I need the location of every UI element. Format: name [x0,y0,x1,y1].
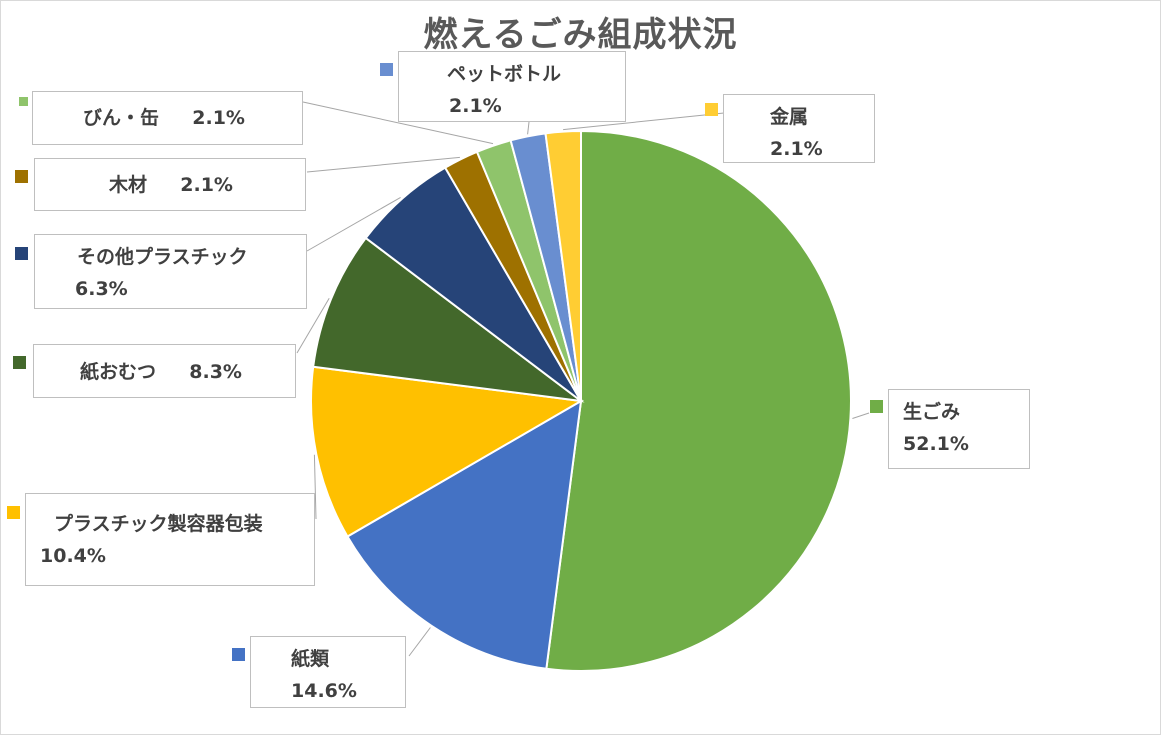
pie-slice [310,365,585,538]
slice-percent: 2.1% [180,174,233,196]
pie-slice [346,399,583,670]
legend-swatch [705,103,718,116]
leader-line [302,101,494,145]
slice-label-kinzoku: 金属 2.1% [723,94,875,163]
slice-name: 紙類 [291,648,330,670]
legend-swatch [232,648,245,661]
chart-title: 燃えるごみ組成状況 [423,15,738,55]
leader-line [527,121,530,135]
slice-percent: 10.4% [40,545,106,567]
slice-percent: 14.6% [291,680,357,702]
leader-line [306,196,401,252]
slice-percent: 2.1% [192,107,245,129]
slice-name: 金属 [770,106,809,128]
slice-name: プラスチック製容器包装 [54,513,263,535]
leader-line [408,627,431,657]
leader-line [852,412,870,419]
slice-label-kami-omutsu: 紙おむつ 8.3% [33,344,296,398]
leader-line [306,156,460,173]
slice-name: その他プラスチック [77,246,248,268]
legend-swatch [7,506,20,519]
slice-percent: 8.3% [189,361,242,383]
slice-percent: 52.1% [903,433,969,455]
slice-label-bin-kan: びん・缶 2.1% [32,91,303,145]
slice-name: 紙おむつ [80,361,157,383]
pie-slice [544,129,582,402]
slice-name: ペットボトル [447,63,562,85]
pie-slice [312,236,585,403]
slice-percent: 2.1% [770,138,823,160]
legend-swatch [19,97,28,106]
slice-percent: 6.3% [75,278,128,300]
slice-name: 生ごみ [903,401,961,423]
legend-swatch [870,400,883,413]
slice-label-kamirui: 紙類 14.6% [250,636,406,708]
leader-line [563,112,725,131]
legend-swatch [15,170,28,183]
leader-line [313,454,317,520]
slice-name: びん・缶 [83,107,160,129]
pie-slice [545,129,852,672]
slice-label-mokuzai: 木材 2.1% [34,158,306,211]
slice-label-plastic-container: プラスチック製容器包装 10.4% [25,493,315,586]
slice-name: 木材 [109,174,148,196]
legend-swatch [15,247,28,260]
slice-label-nama-gomi: 生ごみ 52.1% [888,389,1030,469]
slice-percent: 2.1% [449,95,502,117]
legend-swatch [380,63,393,76]
slice-label-pet-bottle: ペットボトル 2.1% [398,51,626,122]
leader-line [296,297,330,354]
legend-swatch [13,356,26,369]
slice-label-other-plastic: その他プラスチック 6.3% [34,234,307,309]
